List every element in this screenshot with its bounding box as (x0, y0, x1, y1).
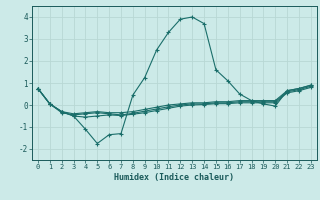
X-axis label: Humidex (Indice chaleur): Humidex (Indice chaleur) (115, 173, 234, 182)
